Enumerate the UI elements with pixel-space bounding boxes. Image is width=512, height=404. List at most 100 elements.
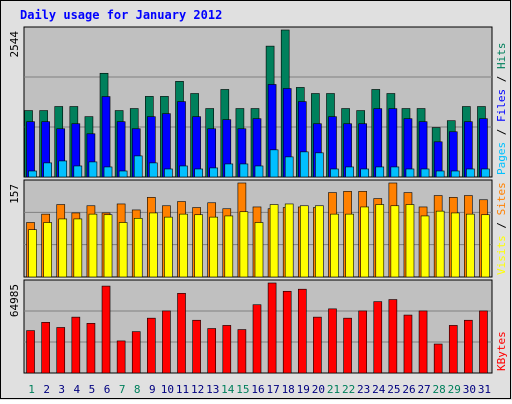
bar [28,170,37,178]
bar [479,310,488,374]
bar [194,168,203,178]
legend-entry: Visits [495,235,508,275]
bar [164,168,173,178]
bar [252,304,262,374]
bar [299,151,309,178]
legend-entry: Hits [495,43,508,70]
legend-separator: / [495,69,508,89]
bar [179,213,188,278]
y-max-label: 2544 [8,31,21,58]
bar [237,329,247,374]
x-tick-label: 14 [221,383,235,396]
bar [194,214,203,278]
bar [41,322,50,374]
bar [284,156,294,178]
bar [118,170,128,178]
bar [450,170,460,178]
bar [58,218,68,278]
bar [299,205,309,278]
bar [360,168,369,178]
bar [328,308,337,374]
x-tick-label: 18 [282,383,295,396]
legend-entry: Files [495,89,508,122]
legend-separator: / [495,215,508,235]
bar [345,213,354,278]
bar [56,327,66,374]
legend-text: Pages / Files / Hits [495,43,508,176]
bar [330,168,339,178]
x-tick-label: 5 [89,383,96,396]
bar [162,310,171,374]
bar [207,328,217,374]
legend-separator: / [495,122,508,142]
x-tick-label: 9 [149,383,156,396]
bar [433,343,443,374]
x-tick-label: 31 [478,383,491,396]
legend: Pages / Files / Hits [495,43,508,176]
bar [164,216,173,278]
bar [448,131,458,178]
bar [86,323,96,374]
bar [330,213,339,278]
bar [403,314,413,374]
x-tick-label: 30 [463,383,476,396]
x-tick-label: 10 [161,383,174,396]
bar [88,161,98,178]
bar [209,167,219,178]
x-tick-label: 2 [43,383,50,396]
legend-text: KBytes [495,331,508,371]
x-tick-label: 6 [104,383,111,396]
bar [466,168,475,178]
bar [420,168,430,178]
bar [43,162,52,178]
x-tick-label: 22 [342,383,355,396]
legend-text: Visits / Sites [495,182,508,275]
bar [133,218,143,278]
x-tick-label: 17 [266,383,279,396]
bar [209,216,219,278]
bar [116,340,126,374]
x-tick-label: 20 [312,383,325,396]
x-tick-label: 4 [74,383,81,396]
bar [147,317,156,374]
bar [177,293,186,374]
bar [239,211,249,278]
bar [101,285,111,374]
x-tick-label: 27 [417,383,430,396]
chart-title: Daily usage for January 2012 [20,8,222,22]
bar [26,330,35,374]
legend-entry: Sites [495,182,508,215]
bar [343,317,352,374]
bar [373,301,383,374]
bar [133,155,143,178]
bar [224,163,234,178]
bar [267,282,277,374]
legend: Visits / Sites [495,182,508,275]
bar [297,288,307,374]
bar [269,149,279,178]
bar [405,168,415,178]
bar [313,316,322,374]
bar [284,203,294,278]
x-tick-label: 11 [176,383,189,396]
bar [405,204,415,278]
bar [149,162,158,178]
x-tick-label: 26 [402,383,415,396]
x-tick-label: 25 [387,383,400,396]
bar [179,165,188,178]
x-tick-label: 29 [448,383,461,396]
bar [375,166,385,178]
bar [26,121,35,178]
bar [71,316,81,374]
legend-entry: KBytes [495,331,508,371]
bar [239,163,249,178]
bar [345,166,354,178]
bar [282,290,292,374]
bar [43,222,52,278]
x-tick-label: 28 [433,383,446,396]
y-max-label: 64985 [8,284,21,317]
bar [73,165,83,178]
bar [224,215,234,278]
